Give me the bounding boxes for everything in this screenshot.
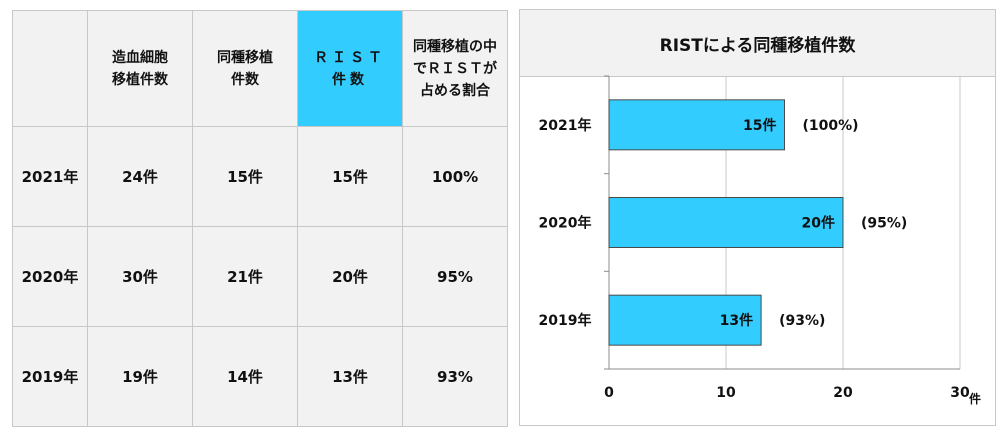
table-cell: 93% [402,326,508,427]
table-cell: 21件 [192,226,298,327]
table-cell: 30件 [87,226,193,327]
table-cell: 100% [402,126,508,227]
y-tick-label: 2019年 [539,312,592,329]
percentage-annotation: (93%) [779,313,825,329]
bar-chart: 2021年 15件 (100%)2020年 20件 (95%)2019年 13件 (93%)… [539,75,981,406]
data-label: 13件 [720,312,753,329]
table-cell: 20件 [297,226,403,327]
column-header: ＲＩＳＴ 件数 [297,10,403,127]
table-cell: 14件 [192,326,298,427]
column-header: 同種移植の中 でＲＩＳＴが 占める割合 [402,10,508,127]
column-header: 同種移植 件数 [192,10,298,127]
transplant-stats-table: 造血細胞 移植件数 同種移植 件数 ＲＩＳＴ 件数 同種移植の中 でＲＩＳＴが 占める… [12,10,508,427]
x-axis-unit: 件 [969,391,981,406]
column-header: 造血細胞 移植件数 [87,10,193,127]
x-tick-label: 10 [716,385,736,401]
chart-panel: RISTによる同種移植件数 2021年 15件 (100%) 2020年 20件 (95%… [519,9,996,426]
table-cell: 19件 [87,326,193,427]
bar [608,99,785,151]
table-cell: 95% [402,226,508,327]
row-header-year: 2019年 [12,326,88,427]
percentage-annotation: (95%) [861,216,907,232]
bar [608,294,762,346]
bar [608,197,844,248]
chart-title: RISTによる同種移植件数 [520,10,995,77]
table-cell: 24件 [87,126,193,227]
data-label: 15件 [743,117,776,134]
data-label: 20件 [802,215,835,232]
table-row: 2020年 30件 21件 20件 95% [12,226,508,327]
table-cell: 15件 [297,126,403,227]
table-row: 2021年 24件 15件 15件 100% [12,126,508,227]
table-header-row: 造血細胞 移植件数 同種移植 件数 ＲＩＳＴ 件数 同種移植の中 でＲＩＳＴが 占める… [12,10,508,127]
table-row: 2019年 19件 14件 13件 93% [12,326,508,427]
percentage-annotation: (100%) [803,118,859,134]
table-cell: 13件 [297,326,403,427]
corner-cell [12,10,88,127]
row-header-year: 2021年 [12,126,88,227]
x-tick-label: 20 [833,385,853,401]
x-tick-label: 30 [950,385,970,401]
x-tick-label: 0 [604,385,614,401]
row-header-year: 2020年 [12,226,88,327]
y-tick-label: 2021年 [539,117,592,134]
y-tick-label: 2020年 [539,215,592,232]
table-cell: 15件 [192,126,298,227]
